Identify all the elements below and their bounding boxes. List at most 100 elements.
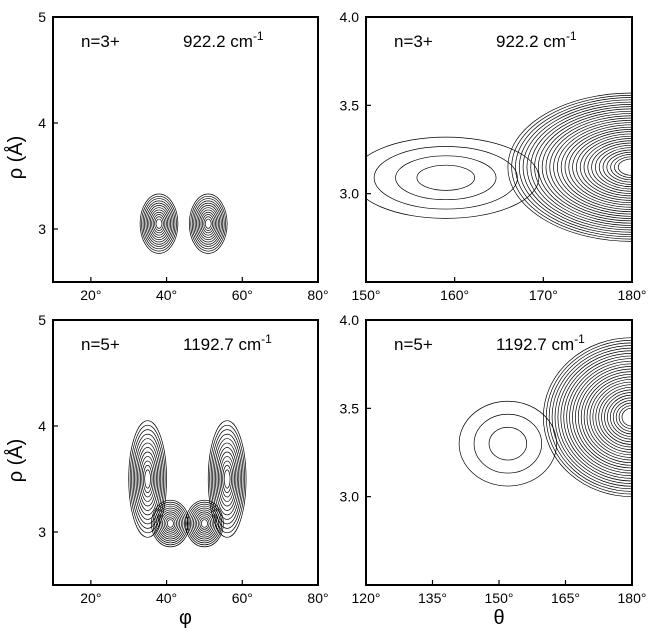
contour-level bbox=[577, 368, 632, 466]
contour-level bbox=[609, 397, 632, 437]
contour-level bbox=[563, 355, 632, 479]
contour-level bbox=[595, 384, 632, 450]
contour-level bbox=[197, 515, 212, 532]
contour-lines bbox=[366, 92, 632, 242]
y-tick-label: 3 bbox=[38, 524, 46, 540]
contour-level bbox=[137, 447, 159, 511]
x-tick-label: 165° bbox=[551, 590, 580, 606]
contour-level bbox=[595, 144, 632, 190]
y-tick-label: 4 bbox=[38, 115, 46, 131]
contour-level bbox=[188, 503, 221, 544]
panel-bottom-right: 120° 135° 150° 165° 180° 3.0 3.5 4.0 n=5+ 1192.7 … bbox=[340, 312, 647, 629]
contour-level bbox=[569, 360, 632, 474]
contour-level bbox=[551, 345, 632, 490]
contour-level bbox=[160, 511, 181, 536]
contour-level bbox=[511, 94, 632, 240]
energy-label: 922.2 cm-1 bbox=[183, 29, 264, 51]
contour-lines bbox=[458, 337, 632, 497]
panel-top-right: 150° 160° 170° 180° 3.0 3.5 4.0 n=3+ 922.2 cm-1 bbox=[340, 9, 647, 303]
plot-frame bbox=[52, 16, 319, 283]
contour-lines bbox=[139, 193, 228, 254]
x-tick-label: 150° bbox=[352, 287, 381, 303]
contour-level bbox=[196, 513, 213, 534]
contour-level bbox=[568, 129, 632, 206]
contour-level bbox=[458, 400, 557, 487]
contour-level bbox=[560, 124, 632, 210]
contour-level bbox=[193, 509, 216, 538]
contour-level bbox=[621, 407, 632, 427]
y-tick-label: 5 bbox=[38, 9, 46, 25]
contour-level bbox=[199, 517, 210, 530]
contour-level bbox=[564, 126, 632, 208]
contour-level bbox=[213, 438, 241, 520]
x-tick-label: 20° bbox=[80, 287, 101, 303]
panel-bottom-left: 20° 40° 60° 80° 3 4 5 n=5+ 1192.7 cm-1 ρ (Å) φ bbox=[4, 312, 329, 629]
x-tick-label: 180° bbox=[618, 590, 647, 606]
y-tick-label: 4 bbox=[38, 418, 46, 434]
contour-level bbox=[197, 207, 219, 241]
contour-level bbox=[215, 442, 240, 516]
contour-level bbox=[566, 358, 632, 477]
contour-level bbox=[131, 429, 165, 529]
contour-level bbox=[163, 515, 177, 532]
contour-level bbox=[604, 392, 632, 443]
plot-frame bbox=[52, 319, 319, 586]
x-tick-label: 150° bbox=[485, 590, 514, 606]
plot-frame bbox=[365, 319, 633, 586]
contour-level bbox=[201, 214, 215, 234]
contour-level bbox=[151, 499, 190, 548]
y-tick-label: 4.0 bbox=[340, 9, 360, 25]
contour-level bbox=[152, 501, 189, 546]
contour-level bbox=[141, 460, 154, 498]
contour-level bbox=[530, 106, 632, 229]
contour-level bbox=[488, 426, 528, 461]
contour-level bbox=[598, 147, 632, 188]
contour-level bbox=[188, 193, 228, 254]
contour-level bbox=[557, 122, 632, 213]
contour-level bbox=[165, 517, 176, 530]
x-tick-label: 180° bbox=[618, 287, 647, 303]
contour-level bbox=[395, 155, 497, 201]
contour-level bbox=[162, 513, 179, 534]
contour-level bbox=[154, 216, 164, 231]
contour-level bbox=[193, 200, 224, 247]
contour-level bbox=[366, 136, 540, 219]
contour-level bbox=[142, 198, 176, 250]
contour-level bbox=[526, 104, 632, 231]
contour-level bbox=[191, 198, 225, 250]
contour-level bbox=[416, 164, 476, 191]
contour-level bbox=[158, 509, 182, 538]
contour-level bbox=[186, 501, 223, 546]
state-label: n=3+ bbox=[394, 32, 433, 51]
contour-level bbox=[199, 209, 218, 238]
contour-level bbox=[589, 379, 632, 456]
contour-level bbox=[557, 350, 632, 484]
y-tick-label: 3 bbox=[38, 221, 46, 237]
contour-level bbox=[138, 451, 157, 507]
plot-frame bbox=[365, 16, 633, 283]
x-tick-label: 80° bbox=[307, 287, 328, 303]
contour-level bbox=[200, 519, 208, 528]
contour-level bbox=[144, 469, 151, 489]
contour-level bbox=[149, 209, 169, 238]
contour-level bbox=[575, 366, 632, 469]
contour-level bbox=[607, 394, 632, 440]
contour-level bbox=[207, 420, 247, 538]
x-tick-label: 120° bbox=[352, 590, 381, 606]
contour-level bbox=[553, 119, 632, 215]
contour-level bbox=[602, 149, 632, 185]
x-axis-label: θ bbox=[493, 607, 504, 629]
x-axis-label: φ bbox=[179, 607, 192, 629]
contour-level bbox=[155, 505, 185, 542]
contour-level bbox=[151, 211, 167, 236]
energy-label: 1192.7 cm-1 bbox=[496, 332, 585, 354]
contour-level bbox=[591, 142, 632, 192]
contour-level bbox=[522, 101, 632, 233]
contour-level bbox=[218, 451, 237, 507]
contour-level bbox=[155, 218, 163, 229]
contour-level bbox=[129, 424, 166, 534]
contour-level bbox=[132, 433, 163, 525]
contour-level bbox=[612, 400, 632, 435]
energy-label: 1192.7 cm-1 bbox=[183, 332, 272, 354]
contour-level bbox=[191, 507, 218, 540]
